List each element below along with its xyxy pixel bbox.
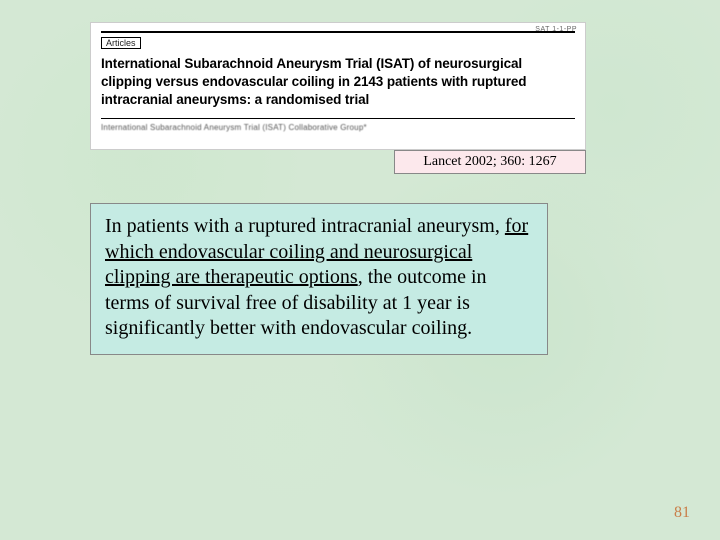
articles-badge: Articles [101,37,141,49]
collab-line: International Subarachnoid Aneurysm Tria… [101,123,575,132]
summary-text: In patients with a ruptured intracranial… [105,214,533,342]
citation-text: Lancet 2002; 360: 1267 [423,154,556,170]
summary-pre: In patients with a ruptured intracranial… [105,215,505,237]
article-inner: Articles International Subarachnoid Aneu… [91,23,585,136]
article-clipping: SAT 1-1-PP Articles International Subara… [90,22,586,150]
page-number: 81 [674,504,690,522]
thin-rule [101,118,575,119]
top-rule [101,31,575,33]
article-title: International Subarachnoid Aneurysm Tria… [101,55,575,110]
sat-label: SAT 1-1-PP [535,26,577,33]
citation-box: Lancet 2002; 360: 1267 [394,150,586,174]
summary-box: In patients with a ruptured intracranial… [90,203,548,355]
